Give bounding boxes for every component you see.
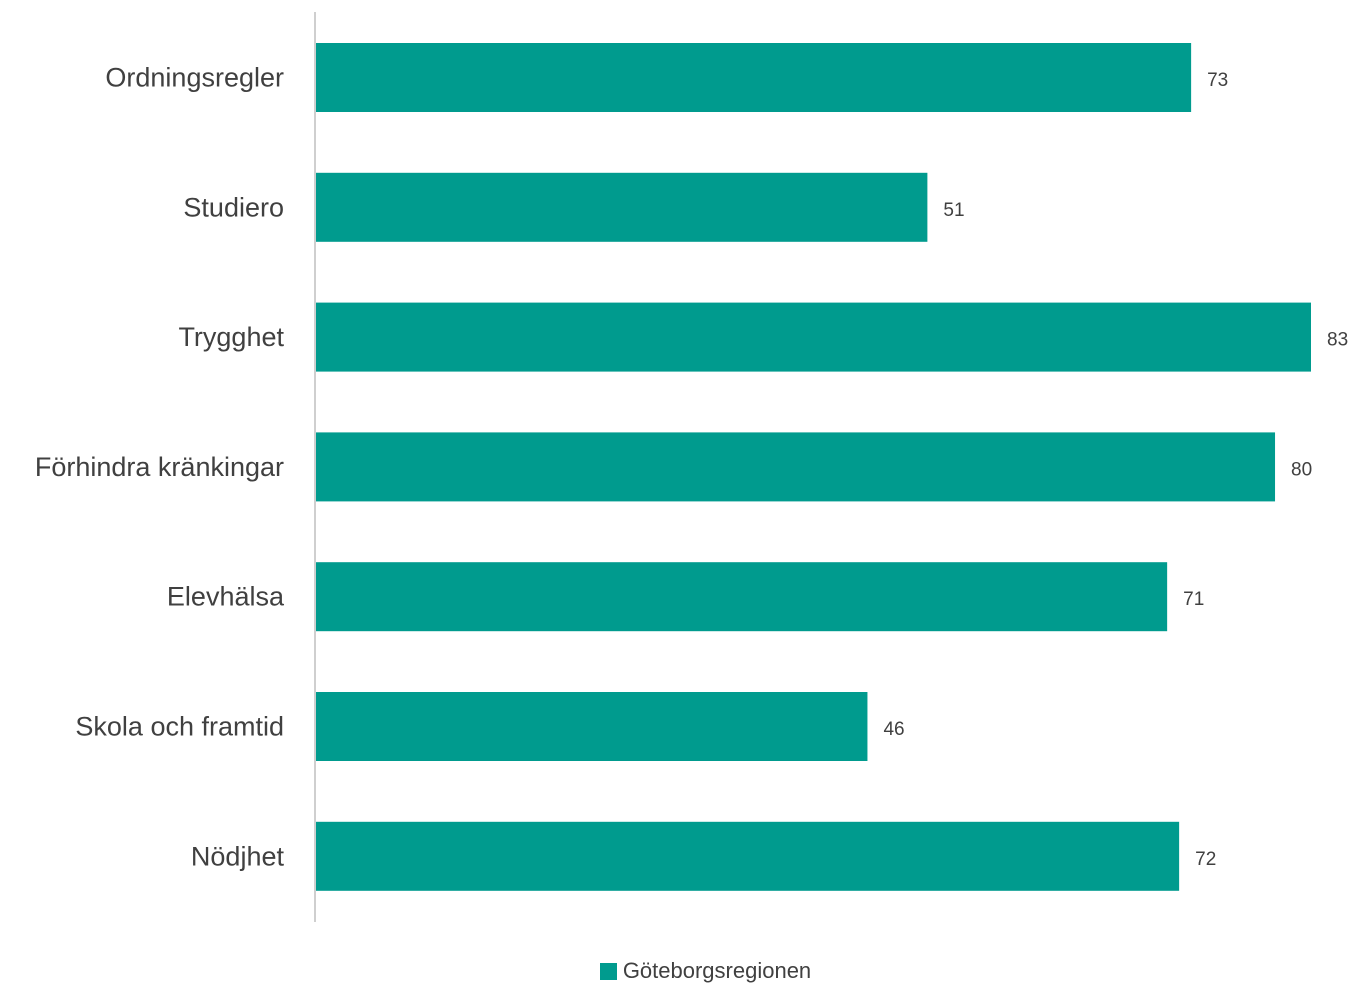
category-label: Trygghet (178, 322, 284, 352)
bar (316, 432, 1276, 502)
bar (316, 43, 1192, 112)
legend-label: Göteborgsregionen (622, 958, 812, 983)
bar (316, 302, 1311, 372)
bar (316, 172, 928, 242)
data-label: 80 (1291, 459, 1312, 480)
data-label: 73 (1207, 70, 1228, 91)
category-label: Skola och framtid (75, 712, 284, 742)
category-label: Ordningsregler (105, 63, 284, 93)
category-label: Studiero (183, 192, 284, 222)
chart-plot-area: Ordningsregler 73 Studiero 51 Trygghet 83 Förh… (35, 12, 1348, 922)
data-label: 72 (1195, 849, 1216, 870)
legend: Göteborgsregionen (0, 958, 1351, 984)
legend-swatch (599, 962, 617, 980)
data-label: 51 (943, 200, 964, 221)
data-label: 71 (1183, 589, 1204, 610)
bar (316, 821, 1180, 891)
category-label: Elevhälsa (167, 582, 285, 612)
bar (316, 692, 868, 761)
bar (316, 562, 1168, 632)
category-label: Nödjhet (191, 841, 285, 871)
category-label: Förhindra kränkingar (35, 452, 284, 482)
data-label: 83 (1327, 330, 1348, 351)
data-label: 46 (883, 719, 904, 740)
legend-item: Göteborgsregionen (599, 958, 812, 984)
